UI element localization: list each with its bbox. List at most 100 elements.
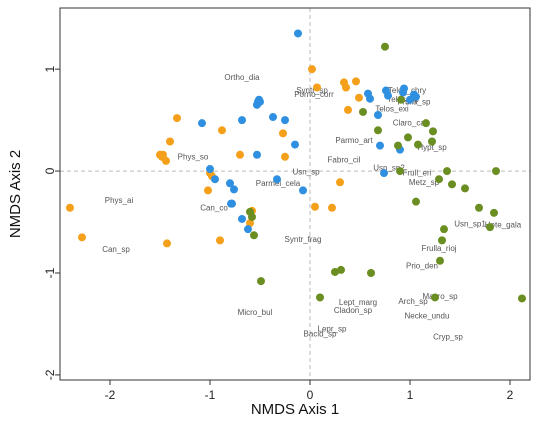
x-tick-label: 0 xyxy=(307,388,314,402)
species-label: Bacid_sp xyxy=(304,330,337,339)
site-point xyxy=(211,175,219,184)
y-tick-label: -2 xyxy=(43,369,57,380)
species-label: Hypt_sp xyxy=(417,143,447,152)
site-point xyxy=(206,165,214,174)
site-point xyxy=(257,277,265,286)
site-point xyxy=(308,65,316,74)
species-label: Prio_den xyxy=(406,261,438,270)
site-point xyxy=(374,126,382,135)
species-label: Lepr_sp xyxy=(318,325,347,334)
site-point xyxy=(366,94,374,103)
site-point xyxy=(281,116,289,125)
species-label: Phys_ai xyxy=(105,196,134,205)
site-point xyxy=(227,199,235,208)
site-point xyxy=(316,293,324,302)
site-point xyxy=(367,268,375,277)
species-label: Can_co xyxy=(200,203,228,212)
x-tick-label: 1 xyxy=(407,388,414,402)
species-label: Cryp_sp xyxy=(433,333,463,342)
species-label: Hete_gala xyxy=(485,221,522,230)
site-point xyxy=(518,294,526,303)
species-label: Ortho_dia xyxy=(224,73,260,82)
site-point xyxy=(412,92,420,101)
species-label: Claro_can xyxy=(393,119,429,128)
site-point xyxy=(236,150,244,159)
x-tick-label: 2 xyxy=(507,388,514,402)
site-point xyxy=(256,97,264,106)
y-axis-title: NMDS Axis 2 xyxy=(7,150,24,238)
site-point xyxy=(238,214,246,223)
species-label: Cladon_sp xyxy=(334,306,373,315)
site-point xyxy=(355,93,363,102)
y-axis-ticks: -2 -1 0 1 xyxy=(43,65,60,380)
x-axis-title: NMDS Axis 1 xyxy=(251,401,339,418)
species-label: Porno_corr xyxy=(294,90,334,99)
site-point xyxy=(359,107,367,116)
species-label: Parmo_art xyxy=(335,136,373,145)
site-point xyxy=(173,114,181,123)
species-label: Parmel_cela xyxy=(256,179,301,188)
site-point xyxy=(376,141,384,150)
site-point xyxy=(198,119,206,128)
site-point xyxy=(404,133,412,142)
site-point xyxy=(291,140,299,149)
site-point xyxy=(328,203,336,212)
site-point xyxy=(440,225,448,234)
site-point xyxy=(159,150,167,159)
site-point xyxy=(166,137,174,146)
site-point xyxy=(429,127,437,136)
reference-lines xyxy=(60,8,530,380)
x-tick-label: -1 xyxy=(205,388,216,402)
plot-frame xyxy=(59,7,531,381)
site-point xyxy=(78,233,86,242)
site-point xyxy=(250,231,258,240)
site-point xyxy=(342,83,350,92)
y-tick-label: 0 xyxy=(43,167,57,174)
species-label: Can_sp xyxy=(102,245,130,254)
site-point xyxy=(380,169,388,178)
site-point xyxy=(294,29,302,38)
species-label: Usn_sp1 xyxy=(454,220,486,229)
site-point xyxy=(394,141,402,150)
site-point xyxy=(279,129,287,138)
species-label: Frulla_sp xyxy=(398,97,431,106)
species-label: Frulla_rioj xyxy=(421,244,456,253)
site-point xyxy=(230,185,238,194)
species-labels: Ortho_diaSyntr_spPorno_corrTelos_chryTel… xyxy=(102,73,522,342)
species-label: Micro_bul xyxy=(238,308,273,317)
x-tick-label: -2 xyxy=(105,388,116,402)
site-point xyxy=(226,179,234,188)
site-point xyxy=(281,152,289,161)
species-label: Necke_undu xyxy=(405,311,450,320)
site-point xyxy=(443,167,451,176)
site-point xyxy=(374,111,382,120)
site-point xyxy=(246,219,254,228)
species-label: Macro_sp xyxy=(422,292,458,301)
site-point xyxy=(400,84,408,93)
site-point xyxy=(344,105,352,114)
site-point xyxy=(216,236,224,245)
site-point xyxy=(336,178,344,187)
site-point xyxy=(428,137,436,146)
species-label: Frull_eri xyxy=(403,169,432,178)
species-label: Arch_sp xyxy=(398,297,428,306)
species-label: Fabro_cil xyxy=(328,155,361,164)
site-point xyxy=(396,167,404,176)
site-points xyxy=(66,29,526,303)
site-point xyxy=(397,95,405,104)
site-point xyxy=(162,156,170,165)
site-point xyxy=(448,180,456,189)
species-label: Telos_exi xyxy=(375,104,409,113)
y-tick-label: 1 xyxy=(43,65,57,72)
species-label: Lept_marg xyxy=(339,298,377,307)
site-point xyxy=(66,203,74,212)
site-point xyxy=(490,208,498,217)
site-point xyxy=(238,116,246,125)
site-point xyxy=(412,197,420,206)
site-point xyxy=(269,113,277,122)
site-point xyxy=(381,42,389,51)
site-point xyxy=(253,150,261,159)
site-point xyxy=(422,119,430,128)
site-point xyxy=(438,236,446,245)
site-point xyxy=(352,77,360,86)
